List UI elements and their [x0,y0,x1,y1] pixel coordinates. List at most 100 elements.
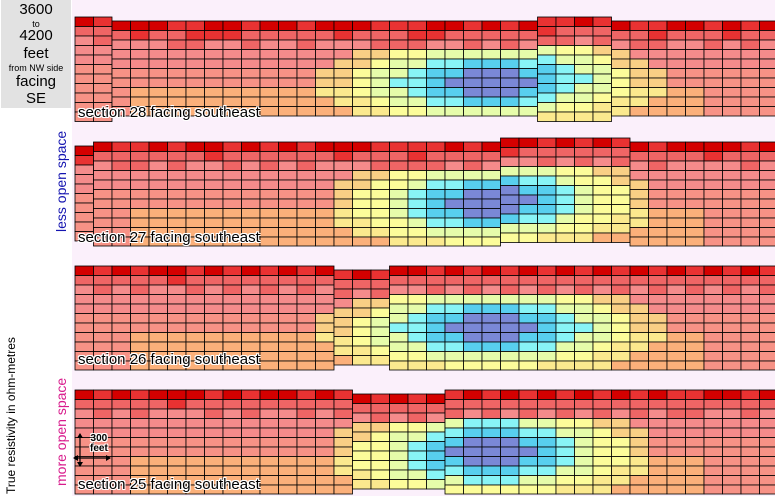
heatmap-cell [611,465,631,476]
heatmap-cell [278,446,298,457]
heatmap-cell [259,96,279,107]
heatmap-cell [370,279,390,290]
heatmap-cell [352,326,372,337]
heatmap-cell [148,179,168,190]
heatmap-cell [111,313,131,324]
heatmap-cell [130,87,150,98]
heatmap-cell [352,403,372,414]
heatmap-cell [574,64,594,75]
heatmap-cell [500,20,520,31]
heatmap-cell [148,77,168,88]
heatmap-cell [740,475,760,486]
scale-arrow-right-icon [106,455,111,461]
heatmap-cell [204,408,224,419]
heatmap-cell [740,236,760,247]
heatmap-cell [241,68,261,79]
heatmap-cell [296,313,316,324]
heatmap-cell [148,284,168,295]
heatmap-cell [481,151,501,162]
heatmap-cell [74,73,94,84]
heatmap-cell [148,151,168,162]
heatmap-cell [629,332,649,343]
heatmap-cell [111,87,131,98]
heatmap-cell [93,389,113,400]
title-box: 3600 to 4200 feet from NW side facing SE [1,0,71,108]
heatmap-cell [296,20,316,31]
heatmap-cell [629,456,649,467]
heatmap-cell [74,155,94,166]
heatmap-cell [259,408,279,419]
heatmap-cell [722,322,742,333]
heatmap-cell [278,189,298,200]
heatmap-cell [111,77,131,88]
heatmap-cell [592,175,612,186]
heatmap-cell [352,77,372,88]
heatmap-cell [703,360,723,371]
heatmap-cell [389,303,409,314]
heatmap-cell [592,204,612,215]
heatmap-cell [241,30,261,41]
heatmap-cell [352,307,372,318]
heatmap-cell [444,236,464,247]
heatmap-cell [463,106,483,117]
heatmap-cell [463,313,483,324]
heatmap-cell [759,284,775,295]
heatmap-cell [592,389,612,400]
heatmap-cell [592,102,612,113]
heatmap-cell [407,170,427,181]
heatmap-cell [111,58,131,69]
heatmap-cell [722,408,742,419]
heatmap-cell [352,39,372,50]
heatmap-cell [185,303,205,314]
heatmap-cell [204,189,224,200]
heatmap-cell [518,437,538,448]
heatmap-cell [315,408,335,419]
heatmap-cell [481,465,501,476]
heatmap-cell [555,54,575,65]
heatmap-cell [685,275,705,286]
heatmap-cell [185,427,205,438]
heatmap-cell [592,64,612,75]
heatmap-cell [592,232,612,243]
heatmap-cell [740,170,760,181]
heatmap-cell [426,227,446,238]
heatmap-cell [685,179,705,190]
heatmap-cell [574,475,594,486]
heatmap-cell [370,393,390,404]
heatmap-cell [500,87,520,98]
heatmap-cell [685,322,705,333]
heatmap-cell [148,446,168,457]
heatmap-cell [500,456,520,467]
heatmap-cell [611,437,631,448]
heatmap-cell [555,465,575,476]
heatmap-cell [259,437,279,448]
heatmap-cell [685,427,705,438]
heatmap-cell [574,437,594,448]
heatmap-cell [204,437,224,448]
heatmap-cell [93,151,113,162]
heatmap-cell [444,198,464,209]
heatmap-cell [574,275,594,286]
heatmap-cell [685,30,705,41]
heatmap-cell [518,137,538,148]
heatmap-cell [444,39,464,50]
heatmap-cell [537,456,557,467]
heatmap-cell [426,96,446,107]
heatmap-cell [463,265,483,276]
heatmap-cell [703,437,723,448]
heatmap-cell [167,284,187,295]
heatmap-cell [518,58,538,69]
heatmap-cell [426,106,446,117]
heatmap-cell [648,313,668,324]
heatmap-cell [648,437,668,448]
heatmap-cell [648,58,668,69]
heatmap-cell [222,208,242,219]
heatmap-cell [74,16,94,27]
heatmap-cell [130,77,150,88]
heatmap-cell [407,313,427,324]
heatmap-cell [333,217,353,228]
heatmap-cell [167,141,187,152]
heatmap-cell [370,20,390,31]
heatmap-cell [537,360,557,371]
heatmap-cell [537,111,557,122]
